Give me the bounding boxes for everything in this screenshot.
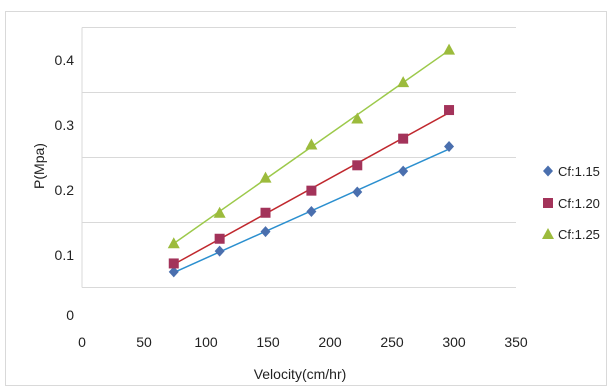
x-tick-label: 350 [504,334,528,350]
y-tick-label: 0.2 [55,182,75,198]
data-point [443,43,456,55]
y-axis-label: P(Mpa) [31,143,47,189]
legend-marker [542,228,554,239]
legend-label: Cf:1.15 [558,164,600,179]
data-point [259,171,272,183]
data-point [351,112,364,124]
y-tick-label: 0.3 [55,117,75,133]
legend-label: Cf:1.25 [558,227,600,242]
data-point [168,258,179,269]
data-point [167,237,180,249]
data-point [306,205,317,217]
y-tick-label: 0.1 [55,247,75,263]
y-axis-ticks: 0 0.1 0.2 0.3 0.4 [55,52,75,323]
data-point [305,138,318,150]
legend-marker [543,165,553,177]
y-tick-label: 0 [66,307,74,323]
x-axis-ticks: 0 50 100 150 200 250 300 350 [78,334,528,350]
grid-lines [81,27,516,288]
x-axis-label: Velocity(cm/hr) [254,366,347,382]
x-tick-label: 0 [78,334,86,350]
data-point [260,226,271,238]
data-point [398,165,409,177]
data-point [306,185,317,196]
y-tick-label: 0.4 [55,52,75,68]
data-point [352,160,363,171]
x-tick-label: 150 [256,334,280,350]
data-point [397,76,410,88]
data-points [167,43,456,278]
legend: Cf:1.15 Cf:1.20 Cf:1.25 [542,164,600,242]
data-point [214,233,225,244]
x-tick-label: 250 [380,334,404,350]
chart-frame [5,11,607,386]
data-point [168,266,179,278]
legend-marker [543,198,553,208]
x-tick-label: 300 [442,334,466,350]
data-point [444,140,455,152]
x-tick-label: 200 [318,334,342,350]
data-point [444,105,455,116]
data-point [213,206,226,218]
data-point [398,133,409,144]
data-point [352,186,363,198]
x-tick-label: 100 [194,334,218,350]
legend-label: Cf:1.20 [558,196,600,211]
data-point [214,245,225,257]
data-point [260,207,271,218]
x-tick-label: 50 [136,334,152,350]
